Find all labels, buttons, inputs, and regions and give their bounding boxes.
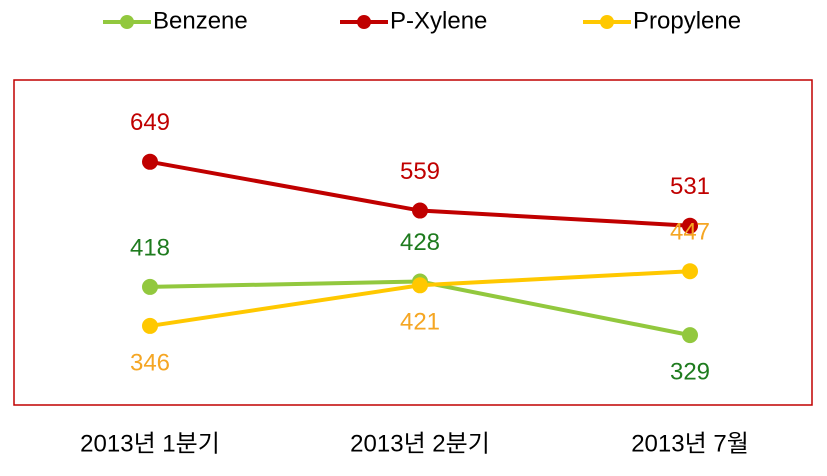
data-point	[682, 217, 698, 234]
data-label: 421	[400, 309, 440, 336]
data-label: 329	[670, 358, 710, 385]
plot-frame	[13, 79, 813, 406]
data-label: 428	[400, 229, 440, 256]
data-label: 418	[130, 234, 170, 261]
legend-marker	[357, 15, 371, 29]
legend-marker	[600, 15, 614, 29]
data-point	[682, 263, 698, 280]
data-point	[412, 277, 428, 294]
data-label: 531	[670, 173, 710, 200]
data-label: 346	[130, 349, 170, 376]
data-point	[142, 278, 158, 295]
data-point	[682, 327, 698, 344]
data-label: 649	[130, 109, 170, 136]
legend-label: P-Xylene	[390, 7, 487, 34]
data-label: 559	[400, 158, 440, 185]
legend-label: Propylene	[633, 7, 741, 34]
x-tick-label: 2013년 2분기	[350, 430, 490, 457]
data-label: 447	[670, 219, 710, 246]
x-tick-label: 2013년 7월	[631, 430, 749, 457]
data-point	[412, 202, 428, 219]
legend-marker	[120, 15, 134, 29]
data-point	[142, 153, 158, 170]
x-tick-label: 2013년 1분기	[80, 430, 220, 457]
legend-label: Benzene	[153, 7, 248, 34]
data-point	[142, 317, 158, 334]
